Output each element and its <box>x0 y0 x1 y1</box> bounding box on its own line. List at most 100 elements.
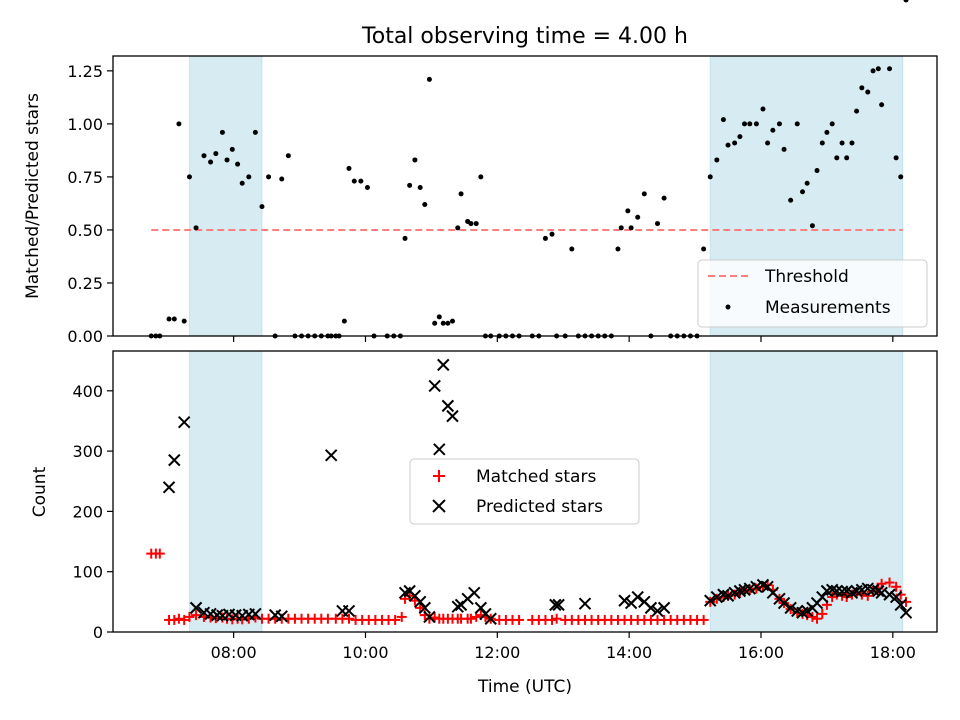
measurement-point <box>870 68 876 74</box>
predicted-star-point <box>644 601 658 615</box>
measurement-point <box>171 316 177 322</box>
x-tick-label: 10:00 <box>342 643 388 662</box>
predicted-star-point <box>437 358 450 372</box>
predicted-star-point <box>484 612 497 625</box>
predicted-star-point <box>428 379 441 393</box>
predicted-star-point <box>710 590 724 604</box>
legend-matched-label: Matched stars <box>476 467 596 487</box>
predicted-star-point <box>324 449 338 462</box>
bottom-ylabel: Count <box>30 466 50 517</box>
measurement-point <box>635 214 641 220</box>
matched-star-point <box>169 614 180 625</box>
measurement-point <box>661 195 667 201</box>
measurement-point <box>800 189 806 195</box>
measurement-point <box>859 85 865 91</box>
measurement-point <box>252 129 258 135</box>
matched-star-point <box>812 613 823 624</box>
matched-star-point <box>154 548 165 559</box>
measurement-point <box>844 155 850 161</box>
measurement-point <box>246 174 252 180</box>
measurement-point <box>285 153 291 159</box>
measurement-point <box>455 225 461 231</box>
measurement-point <box>781 146 787 152</box>
measurement-point <box>468 221 474 227</box>
measurement-point <box>615 246 621 252</box>
measurement-point <box>707 174 713 180</box>
measurement-point <box>229 146 235 152</box>
matched-star-point <box>179 614 190 625</box>
measurement-point <box>898 174 904 180</box>
measurement-point <box>239 180 245 186</box>
measurement-point <box>854 108 860 114</box>
predicted-star-point <box>835 585 849 598</box>
measurement-point <box>770 127 776 133</box>
measurement-point <box>903 0 909 3</box>
measurement-point <box>641 191 647 197</box>
measurement-point <box>213 151 219 157</box>
matched-star-point <box>807 611 818 622</box>
bottom-legend-box <box>409 458 640 525</box>
y-tick-label: 200 <box>72 502 103 521</box>
matched-star-point <box>424 613 435 624</box>
measurement-point <box>794 121 800 127</box>
measurement-point <box>407 182 413 188</box>
measurement-point <box>432 320 438 326</box>
measurement-point <box>701 246 707 252</box>
matched-star-point <box>191 610 202 621</box>
shaded-interval <box>188 55 263 337</box>
measurement-point <box>458 191 464 197</box>
predicted-star-point <box>784 601 797 615</box>
y-tick-label: 300 <box>72 442 103 461</box>
measurement-point <box>181 318 187 324</box>
predicted-star-point <box>704 594 717 607</box>
measurement-point <box>720 117 726 123</box>
measurement-point <box>478 174 484 180</box>
predicted-star-point <box>618 594 631 607</box>
x-tick-label: 14:00 <box>606 643 652 662</box>
matched-star-point <box>884 577 895 588</box>
legend-predicted-marker <box>432 499 446 513</box>
predicted-star-point <box>177 415 191 429</box>
legend-measurements-label: Measurements <box>765 298 891 318</box>
measurement-point <box>235 161 241 167</box>
measurement-point <box>259 204 265 210</box>
measurement-point <box>788 197 794 203</box>
predicted-star-point <box>549 598 562 612</box>
measurement-point <box>176 121 182 127</box>
matched-star-point <box>404 590 415 601</box>
predicted-star-point <box>441 399 455 413</box>
top-plot-frame <box>112 55 938 337</box>
predicted-star-point <box>168 453 181 467</box>
legend-predicted-label: Predicted stars <box>476 497 603 517</box>
measurement-point <box>341 318 347 324</box>
measurement-point <box>824 129 830 135</box>
x-tick-label: 12:00 <box>474 643 520 662</box>
measurement-point <box>166 316 172 322</box>
matched-star-point <box>390 614 401 625</box>
matched-star-point <box>465 613 476 624</box>
top-legend-box <box>697 259 928 328</box>
measurement-point <box>412 157 418 163</box>
measurement-point <box>193 225 199 231</box>
measurement-point <box>732 140 738 146</box>
measurement-point <box>186 174 192 180</box>
measurement-point <box>839 140 845 146</box>
measurement-point <box>804 180 810 186</box>
measurement-point <box>865 89 871 95</box>
measurement-point <box>628 225 634 231</box>
predicted-star-point <box>249 607 262 621</box>
measurement-point <box>809 223 815 229</box>
legend-measurements-marker <box>725 304 731 310</box>
predicted-star-point <box>733 584 747 598</box>
measurement-point <box>266 174 272 180</box>
predicted-star-point <box>474 601 488 615</box>
measurement-point <box>569 246 575 252</box>
predicted-star-point <box>825 583 839 596</box>
measurement-point <box>714 157 720 163</box>
predicted-star-point <box>433 443 446 456</box>
matched-star-point <box>862 590 873 601</box>
y-tick-label: 0.75 <box>67 168 103 187</box>
measurement-point <box>542 235 548 241</box>
measurement-point <box>436 314 442 320</box>
